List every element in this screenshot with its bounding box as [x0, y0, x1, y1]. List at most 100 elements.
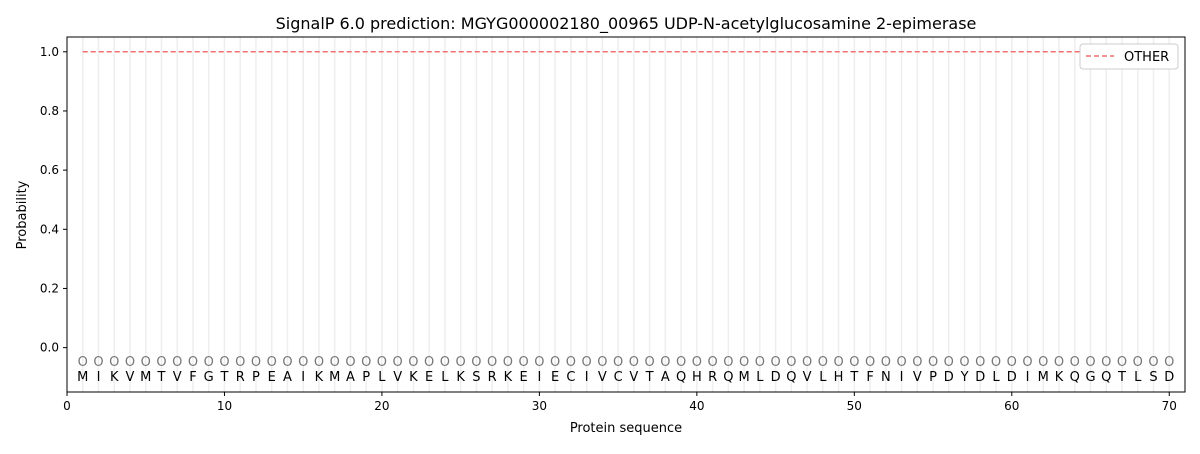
residue-label: C: [614, 370, 623, 385]
residue-label: V: [173, 370, 182, 385]
region-label: O: [424, 355, 434, 370]
residue-label: Q: [676, 370, 686, 385]
residue-label: M: [77, 370, 88, 385]
residue-label: V: [126, 370, 135, 385]
region-label: O: [723, 355, 733, 370]
region-label: O: [219, 355, 229, 370]
residue-label: H: [692, 370, 702, 385]
x-tick-label: 10: [217, 399, 232, 413]
region-label: O: [959, 355, 969, 370]
residue-label: P: [252, 370, 260, 385]
residue-label: A: [346, 370, 355, 385]
x-tick-label: 20: [374, 399, 389, 413]
y-tick-label: 0.4: [40, 222, 59, 236]
region-label: O: [707, 355, 717, 370]
region-label: O: [1117, 355, 1127, 370]
x-tick-label: 40: [689, 399, 704, 413]
region-label: O: [613, 355, 623, 370]
region-label: O: [786, 355, 796, 370]
region-label: O: [550, 355, 560, 370]
residue-label: Q: [723, 370, 733, 385]
plot-frame: [66, 36, 1186, 393]
x-tick-label: 0: [63, 399, 71, 413]
y-tick-label: 0.8: [40, 104, 59, 118]
residue-label: R: [236, 370, 245, 385]
region-label: O: [833, 355, 843, 370]
residue-label: K: [110, 370, 119, 385]
x-tick-label: 30: [532, 399, 547, 413]
region-label: O: [78, 355, 88, 370]
region-label: O: [896, 355, 906, 370]
region-label: O: [566, 355, 576, 370]
region-label: O: [519, 355, 529, 370]
region-label: O: [298, 355, 308, 370]
region-label: O: [1070, 355, 1080, 370]
region-label: O: [251, 355, 261, 370]
region-label: O: [1133, 355, 1143, 370]
region-label: O: [849, 355, 859, 370]
region-label: O: [692, 355, 702, 370]
residue-label: K: [1055, 370, 1064, 385]
residue-label: P: [362, 370, 370, 385]
residue-label: M: [329, 370, 340, 385]
residue-label: K: [456, 370, 465, 385]
region-label: O: [282, 355, 292, 370]
residue-label: D: [944, 370, 954, 385]
region-label: O: [361, 355, 371, 370]
legend-box: [1079, 43, 1179, 70]
region-label: O: [975, 355, 985, 370]
region-label: O: [471, 355, 481, 370]
region-label: O: [188, 355, 198, 370]
residue-label: E: [268, 370, 276, 385]
residue-label: I: [301, 370, 305, 385]
residue-label: K: [315, 370, 324, 385]
residue-label: D: [771, 370, 781, 385]
residue-label: H: [834, 370, 844, 385]
region-label: O: [1007, 355, 1017, 370]
region-label: O: [267, 355, 277, 370]
region-label: O: [660, 355, 670, 370]
region-label: O: [1164, 355, 1174, 370]
region-label: O: [1038, 355, 1048, 370]
residue-label: T: [157, 370, 166, 385]
region-label: O: [802, 355, 812, 370]
region-label: O: [503, 355, 513, 370]
region-label: O: [456, 355, 466, 370]
residue-label: D: [975, 370, 985, 385]
residue-label: D: [1164, 370, 1174, 385]
residue-label: E: [425, 370, 433, 385]
residue-label: Y: [960, 370, 969, 385]
residue-label: L: [1134, 370, 1142, 385]
region-label: O: [582, 355, 592, 370]
residue-label: P: [929, 370, 937, 385]
region-label: O: [1101, 355, 1111, 370]
residue-label: M: [140, 370, 151, 385]
residue-label: C: [566, 370, 575, 385]
residue-label: L: [441, 370, 449, 385]
region-label: O: [204, 355, 214, 370]
residue-label: E: [520, 370, 528, 385]
region-label: O: [739, 355, 749, 370]
residue-label: Q: [786, 370, 796, 385]
y-tick-label: 0.6: [40, 163, 59, 177]
region-label: O: [865, 355, 875, 370]
region-label: O: [676, 355, 686, 370]
residue-label: D: [1007, 370, 1017, 385]
legend-other-label: OTHER: [1124, 50, 1169, 65]
residue-label: R: [488, 370, 497, 385]
region-label: O: [881, 355, 891, 370]
residue-label: R: [708, 370, 717, 385]
residue-label: A: [283, 370, 292, 385]
region-label: O: [991, 355, 1001, 370]
region-label: O: [156, 355, 166, 370]
residue-label: F: [866, 370, 873, 385]
residue-label: T: [645, 370, 654, 385]
residue-label: N: [881, 370, 891, 385]
residue-label: K: [504, 370, 513, 385]
region-label: O: [487, 355, 497, 370]
residue-label: S: [472, 370, 480, 385]
residue-label: S: [1149, 370, 1157, 385]
region-label: O: [1022, 355, 1032, 370]
residue-label: G: [1085, 370, 1095, 385]
region-label: O: [770, 355, 780, 370]
